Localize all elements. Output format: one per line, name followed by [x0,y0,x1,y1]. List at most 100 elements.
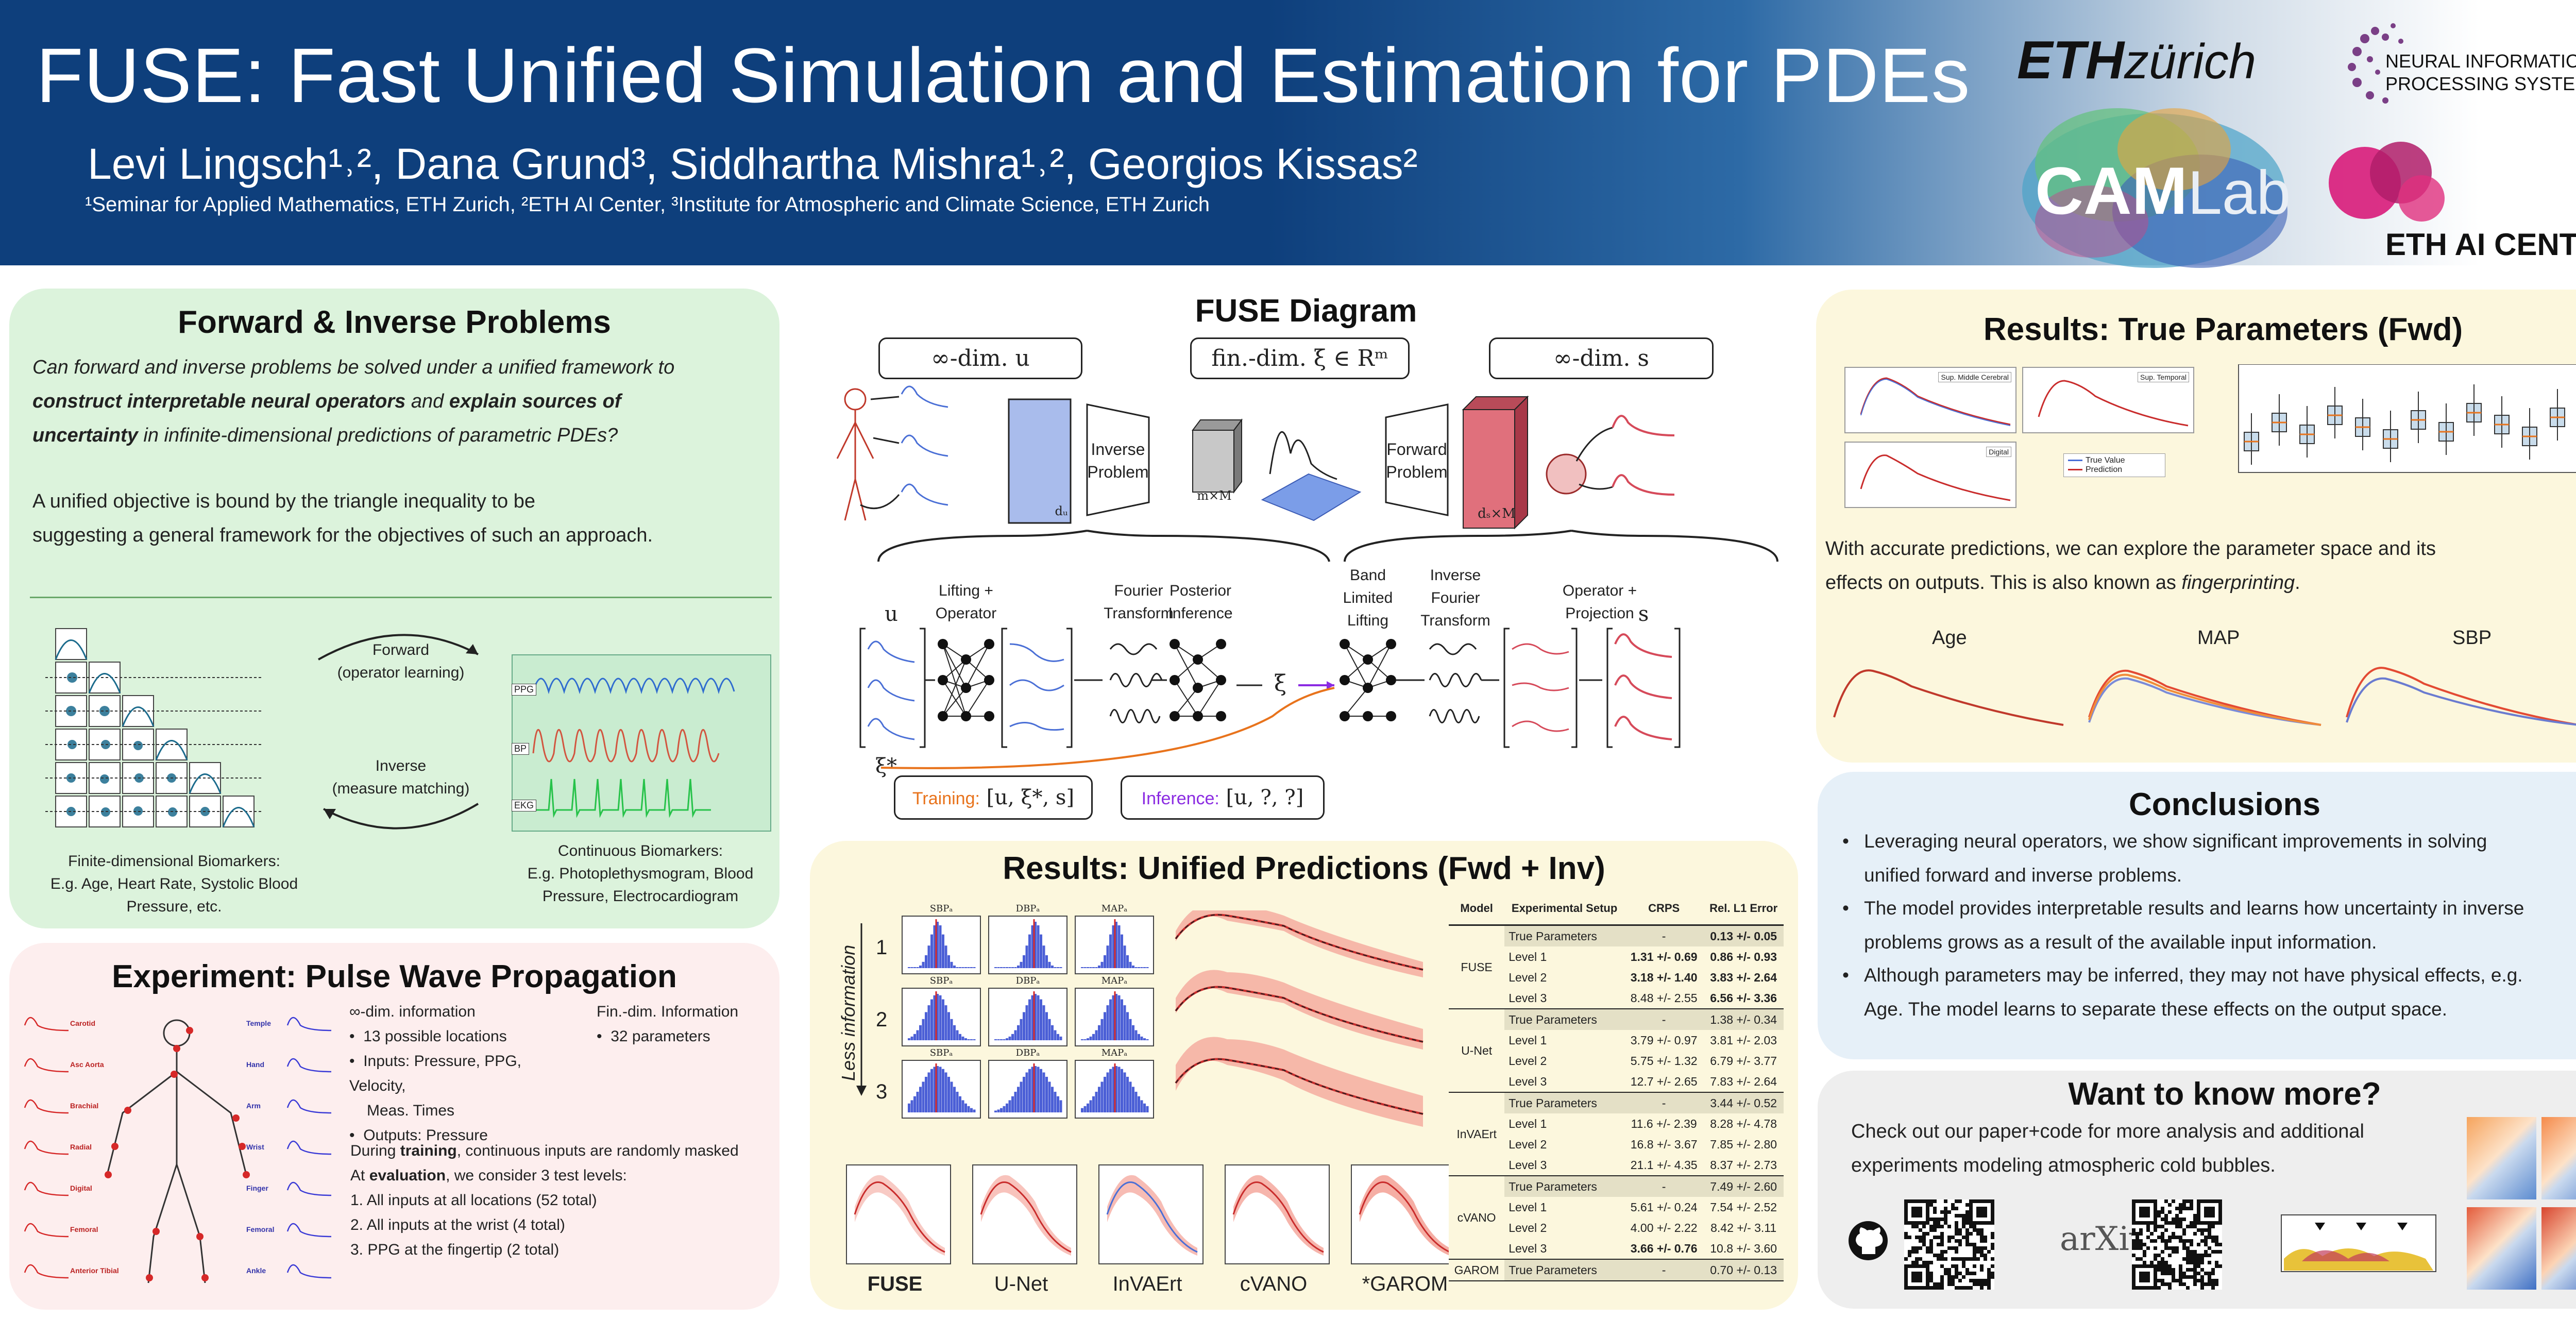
histogram-bar [994,967,997,968]
histogram-bar [930,999,933,1040]
histogram-bar [1023,1012,1025,1040]
histogram-title: DBPₐ [1015,975,1040,986]
histogram-bar [1028,999,1031,1040]
histogram-bar [997,967,1000,968]
fingerprinting-text: With accurate predictions, we can explor… [1825,538,2436,594]
histogram-bar [1008,1100,1011,1112]
histogram-bar [1031,1067,1034,1112]
histogram-bar [1042,1005,1045,1040]
arterial-network-diagram [24,1017,332,1283]
histogram-bar [1057,1034,1059,1040]
research-question: Can forward and inverse problems be solv… [32,357,675,446]
histogram-bar [956,1030,959,1040]
histogram-bar [939,1067,942,1112]
table-cell: 6.79 +/- 3.77 [1710,1054,1777,1068]
histogram-bar [1023,955,1025,968]
prediction-line [980,1181,1072,1253]
model-label-invaert: InVAErt [1112,1273,1182,1295]
table-cell: - [1662,1096,1666,1110]
conclusion-bullet-3: • Although parameters may be inferred, th… [1842,965,2523,1020]
histogram-bar [908,1103,910,1112]
results-table: Model Experimental Setup CRPS Rel. L1 Error… [1449,892,1784,1281]
training-evaluation-text: During training, continuous inputs are r… [350,1142,739,1258]
histogram-bar [922,1019,925,1040]
histogram-bar [1106,1072,1109,1112]
stage-fourier-transform: Fourier Transform [1104,582,1174,622]
stage-operator-projection: Operator + Projection [1562,582,1637,622]
histogram-bar [1045,1012,1048,1040]
histogram-bar [1008,1036,1011,1040]
histogram-bar [950,1019,953,1040]
histogram-bar [1017,1087,1020,1112]
stage-posterior-inference: Posterior Inference [1168,582,1233,622]
table-header-cell: Experimental Setup [1504,892,1624,926]
histogram-bar [1017,965,1020,968]
stage-lifting-operator: Lifting + Operator [935,582,997,622]
histogram-bar [1126,1076,1129,1112]
histogram-bar [967,1039,970,1040]
histogram-bar [970,1108,973,1112]
histogram-title: SBPₐ [929,1047,953,1058]
histogram-bar [1138,1034,1140,1040]
histogram-bar [1083,1039,1087,1040]
histogram-bar [908,967,910,968]
eth-zurich-logo: ETHzürich [2017,30,2257,90]
fuse-diagram-section: FUSE Diagram ∞-dim. u fin.-dim. ξ ∈ Rᵐ ∞… [809,289,1803,832]
histogram-bar [1020,1019,1023,1040]
histogram-bar [1025,1072,1028,1112]
model-comparison-plots [831,1164,1464,1267]
histogram-bar [1011,1096,1014,1112]
histogram-bar [1129,961,1132,968]
table-cell: Level 2 [1509,1137,1547,1151]
table-cell: True Parameters [1509,1096,1597,1110]
dsm-label: dₛ×M [1478,506,1516,521]
histogram-bar [1092,1096,1095,1112]
model-plot [1225,1164,1330,1264]
histogram-bar [936,1066,939,1112]
fuse-diagram-title: FUSE Diagram [1195,293,1417,329]
histogram-bar [1132,1087,1134,1112]
histogram-bar [925,1076,927,1112]
histogram-bar [913,967,916,968]
conclusions-panel: Conclusions • Leveraging neural operators… [1818,772,2576,1059]
table-cell: 7.83 +/- 2.64 [1710,1074,1777,1088]
histogram-bar [1140,967,1143,968]
histogram-bar [1028,1069,1031,1112]
arxiv-qr-code[interactable] [2132,1199,2222,1290]
stage-band-limited-lifting: Band Limited Lifting [1343,567,1393,629]
histogram-bar [1081,1039,1083,1040]
github-qr-code[interactable] [1904,1199,1994,1290]
histogram-bar [910,967,913,968]
table-row: InVAErt True Parameters - 3.44 +/- 0.52 [1449,1092,1784,1176]
histogram-bar [1140,1100,1143,1112]
histogram-title: DBPₐ [1015,903,1040,914]
histogram-bar [961,1100,964,1112]
histogram-bar [970,967,973,968]
histogram-bar [1034,1066,1037,1112]
less-information-arrow-icon [856,923,867,1096]
histogram-bar [1104,1012,1106,1040]
github-icon[interactable] [1848,1220,1889,1261]
du-label: dᵤ [1055,504,1068,518]
fp-label-age: Age [1932,627,1967,649]
model-plot [1351,1164,1456,1264]
histogram-bar [1109,999,1112,1040]
histogram-bar [919,1087,922,1112]
table-cell: 8.42 +/- 3.11 [1710,1221,1777,1235]
histogram-panel: DBPₐ [988,1047,1067,1119]
table-cell: True Parameters [1509,1179,1597,1193]
histogram-bar [925,955,927,968]
histogram-bar [1020,1081,1023,1112]
eth-ai-center-logo: ETH AI CENTER [2318,131,2576,265]
histogram-bar [1048,1081,1051,1112]
table-model-cell: InVAErt [1449,1092,1505,1176]
true-parameters-panel: Results: True Parameters (Fwd) Sup. Midd… [1816,290,2576,763]
histogram-grid: SBPₐ DBPₐ MAPₐ SBPₐ DBPₐ MAPₐ SBPₐ DBPₐ MAPₐ [902,903,1226,1132]
table-cell: Level 3 [1509,1241,1547,1255]
model-label-garom: *GAROM [1362,1273,1448,1295]
histogram-bar [916,1091,919,1112]
table-cell: 10.8 +/- 3.60 [1710,1241,1777,1255]
histogram-title: MAPₐ [1101,1047,1128,1058]
histogram-bar [910,1100,913,1112]
histogram-bar [1134,1030,1138,1040]
